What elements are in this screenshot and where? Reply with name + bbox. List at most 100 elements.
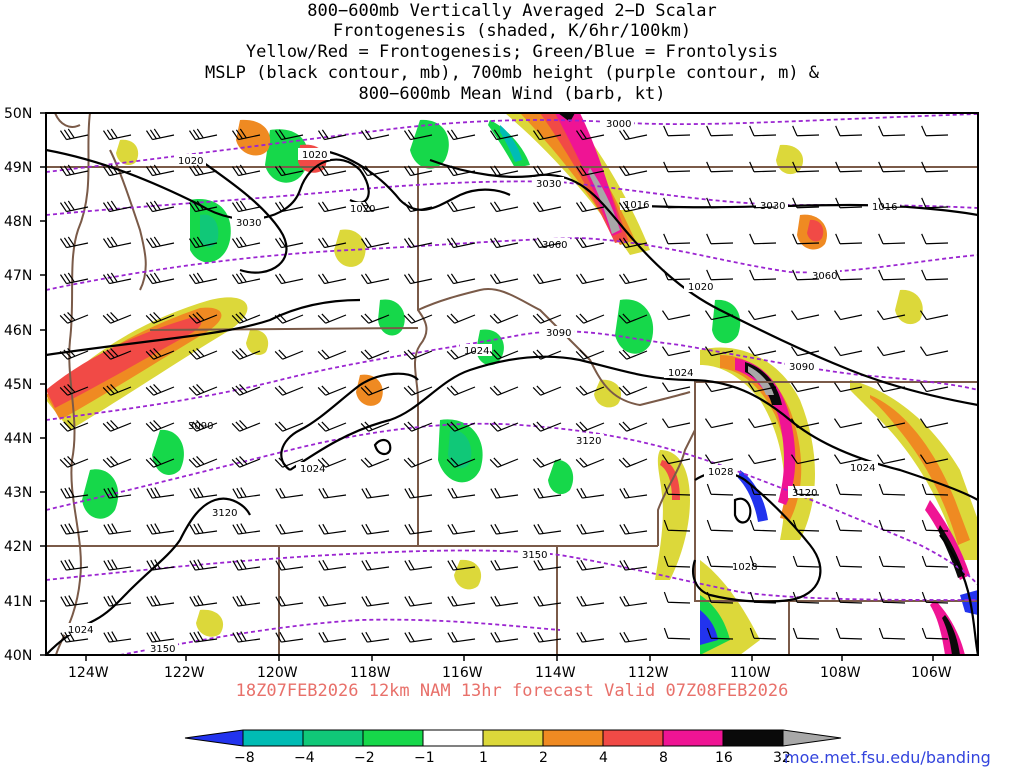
wind-barb-240	[404, 523, 433, 535]
plot-background	[46, 113, 978, 655]
wind-barb-15	[663, 125, 691, 137]
wind-barb-41	[878, 161, 906, 173]
wind-barb-305	[490, 631, 519, 643]
wind-barb-154	[317, 385, 347, 396]
mslp-label-12: 1024	[64, 623, 96, 636]
wind-barb-66	[145, 236, 175, 249]
wind-barb-157	[446, 385, 476, 396]
wind-barb-195	[274, 457, 304, 468]
wind-barb-162	[661, 382, 691, 393]
height-label-9: 3090	[785, 360, 817, 373]
wind-barb-314	[878, 627, 906, 640]
wind-barb-19	[835, 125, 863, 137]
svg-text:1020: 1020	[350, 204, 375, 215]
height-label-4: 3030	[756, 199, 788, 212]
wind-barb-205	[704, 454, 734, 465]
colorbar-label-neg2: −2	[354, 750, 375, 766]
svg-text:3060: 3060	[812, 271, 837, 282]
wind-barb-294	[921, 591, 949, 604]
svg-text:3030: 3030	[536, 179, 561, 190]
wind-barb-25	[188, 164, 218, 177]
wind-barb-71	[360, 237, 390, 249]
svg-text:1024: 1024	[300, 464, 325, 475]
lon-axis: 124W 122W 120W 118W 116W 114W 112W 110W …	[68, 655, 952, 681]
wind-barb-13	[575, 129, 605, 141]
lat-label-42n: 42N	[4, 539, 32, 555]
lat-label-40n: 40N	[4, 648, 32, 664]
title-line-1: 800−600mb Vertically Averaged 2−D Scalar	[307, 1, 717, 21]
wind-barb-16	[706, 125, 734, 137]
wind-barb-76	[575, 237, 605, 249]
wind-barb-226	[706, 483, 734, 496]
source-credit[interactable]: moe.met.fsu.edu/banding	[784, 748, 991, 767]
wind-barb-256	[189, 559, 218, 571]
wind-barb-198	[403, 457, 433, 468]
title-line-5: 800−600mb Mean Wind (barb, kt)	[358, 84, 666, 104]
wind-barb-132	[274, 349, 304, 360]
height-label-8: 3090	[184, 419, 216, 432]
wind-barb-253	[60, 559, 89, 571]
height-label-6: 3060	[808, 269, 840, 282]
wind-barb-133	[317, 349, 347, 360]
wind-barb-24	[145, 164, 175, 177]
wind-barb-315	[921, 627, 949, 640]
wind-barb-134	[360, 349, 390, 360]
wind-barb-117	[532, 313, 562, 324]
wind-barb-244	[576, 523, 605, 535]
wind-barb-31	[446, 165, 476, 177]
wind-barb-243	[533, 523, 562, 535]
mslp-label-10: 1024	[846, 461, 878, 474]
height-label-3: 3030	[232, 216, 264, 229]
lat-label-49n: 49N	[4, 160, 32, 176]
wind-barb-52	[446, 201, 476, 213]
lat-axis: 50N 49N 48N 47N 46N 45N 44N 43N 42N 41N …	[4, 106, 46, 664]
wind-barb-190	[59, 456, 89, 468]
wind-barb-165	[790, 382, 820, 393]
svg-text:1020: 1020	[688, 282, 713, 293]
wind-barb-11	[489, 129, 519, 141]
wind-barb-260	[361, 559, 390, 571]
wind-barb-208	[833, 454, 863, 465]
wind-barb-56	[618, 201, 648, 213]
svg-text:3090: 3090	[789, 362, 814, 373]
wind-barb-172	[188, 420, 218, 432]
wind-barb-159	[532, 385, 562, 396]
wind-barb-55	[575, 201, 605, 213]
wind-barb-262	[447, 559, 476, 571]
wind-barb-189	[919, 418, 949, 429]
wind-barb-235	[189, 523, 218, 535]
wind-barb-119	[618, 313, 648, 324]
svg-text:3030: 3030	[236, 218, 261, 229]
svg-text:3150: 3150	[522, 550, 547, 561]
wind-barb-307	[576, 631, 605, 643]
wind-barb-271	[835, 555, 863, 568]
colorbar-swatch-10	[783, 730, 841, 746]
wind-barb-69	[274, 237, 304, 249]
wind-barb-285	[533, 595, 562, 607]
wind-barb-109	[188, 312, 218, 324]
wind-barb-178	[446, 421, 476, 432]
svg-text:1024: 1024	[850, 463, 875, 474]
wind-barb-269	[749, 555, 777, 568]
wind-barb-39	[792, 161, 820, 173]
wind-barb-86	[102, 272, 132, 285]
wind-barb-124	[833, 310, 863, 321]
wind-barb-17	[749, 125, 777, 137]
wind-barb-231	[921, 483, 949, 496]
wind-barb-14	[618, 129, 648, 141]
wind-barb-83	[878, 233, 906, 245]
wind-barb-107	[102, 312, 132, 324]
wind-barb-209	[876, 454, 906, 465]
wind-barb-103	[835, 269, 863, 281]
wind-barb-64	[59, 236, 89, 249]
wind-barb-169	[59, 420, 89, 432]
wind-barb-6	[274, 129, 304, 141]
wind-barb-274	[60, 595, 89, 607]
mslp-label-9: 1028	[704, 465, 736, 478]
wind-barb-45	[145, 200, 175, 213]
wind-barb-26	[231, 164, 261, 177]
wind-barb-296	[103, 631, 132, 643]
svg-text:3030: 3030	[760, 201, 785, 212]
wind-barb-187	[833, 418, 863, 429]
lat-label-48n: 48N	[4, 214, 32, 230]
